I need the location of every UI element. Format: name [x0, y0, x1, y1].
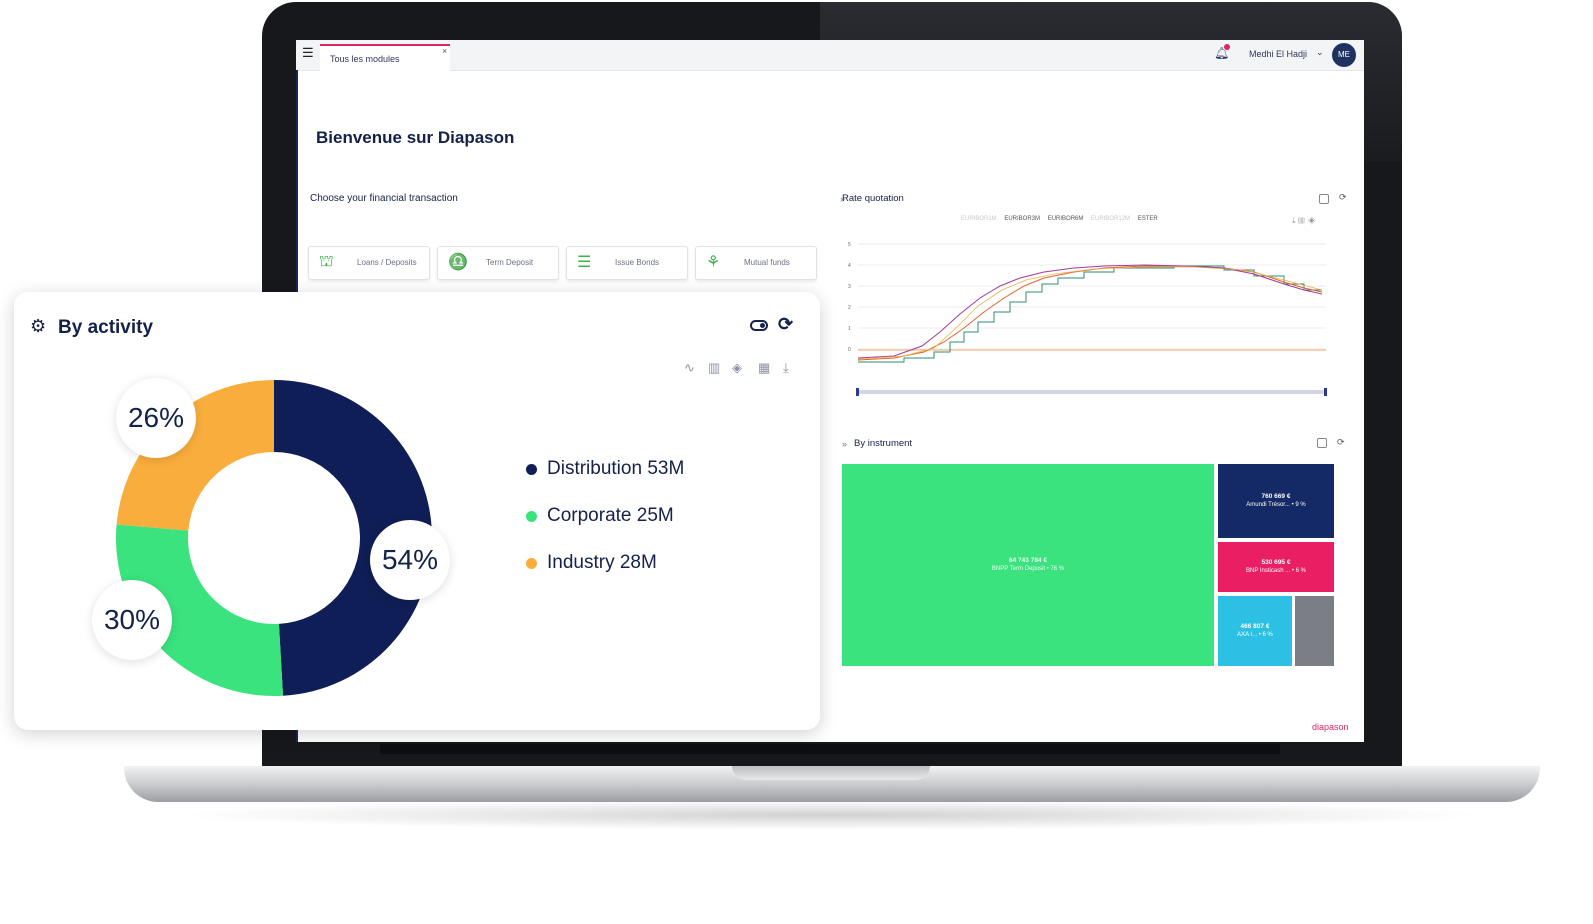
refresh-icon[interactable]: ⟳ — [1339, 192, 1347, 202]
grid-icon[interactable]: ▦ — [758, 360, 771, 375]
slice-label-distribution: 54% — [370, 520, 450, 600]
brand-logo: diapason — [1312, 722, 1349, 732]
user-name[interactable]: Medhi El Hadji — [1249, 49, 1308, 59]
tab-label: Tous les modules — [330, 54, 400, 64]
tile-label: BNPP Term Deposit • 76 % — [991, 566, 1065, 572]
toggle-icon[interactable] — [750, 320, 768, 331]
laptop-hinge — [380, 744, 1280, 754]
tile-label: AXA I... • 6 % — [1237, 632, 1273, 638]
rate-legend[interactable]: EURIBOR1M EURIBOR3M EURIBOR6M EURIBOR12M… — [961, 216, 1164, 222]
legend-ester[interactable]: ESTER — [1137, 216, 1158, 222]
laptop-notch — [732, 766, 930, 780]
tile-label: Amundi Trésor... • 9 % — [1246, 502, 1306, 508]
term-deposit-button[interactable]: ♎ Term Deposit — [437, 246, 559, 280]
refresh-icon[interactable]: ⟳ — [1337, 437, 1345, 447]
treemap-tile-axa[interactable]: 466 807 € AXA I... • 6 % — [1218, 596, 1292, 666]
download-icon[interactable]: ⤓ — [783, 360, 789, 375]
legend-dot — [526, 510, 537, 522]
notification-dot — [1224, 44, 1230, 50]
top-bar: ☰ Tous les modules × 🔔︎ Medhi El Hadji ⌄… — [296, 40, 1364, 72]
legend-item-industry[interactable]: Industry 28M — [526, 552, 657, 574]
legend-dot — [526, 557, 537, 569]
button-label: Mutual funds — [744, 258, 790, 267]
svg-text:0: 0 — [848, 347, 851, 353]
loans-deposits-button[interactable]: ⛫ Loans / Deposits — [308, 246, 430, 280]
chart-tools[interactable]: ⤓▥◈ — [1292, 216, 1319, 225]
svg-text:4: 4 — [848, 263, 851, 269]
tab-all-modules[interactable]: Tous les modules × — [320, 44, 450, 72]
piggy-bank-icon: ♎ — [448, 254, 468, 271]
avatar[interactable]: ME — [1332, 43, 1356, 67]
legend-euribor1m[interactable]: EURIBOR1M — [961, 216, 997, 222]
card-title: By activity — [58, 317, 154, 338]
chevron-right-icon[interactable]: » — [840, 194, 846, 204]
refresh-icon[interactable]: ⟳ — [778, 314, 794, 334]
tile-label: BNP Insticash ... • 6 % — [1245, 568, 1306, 574]
legend-item-corporate[interactable]: Corporate 25M — [526, 505, 674, 527]
slice-label-industry: 26% — [116, 378, 196, 458]
svg-text:5: 5 — [848, 242, 851, 248]
treemap-tile-bnp-insticash[interactable]: 530 695 € BNP Insticash ... • 6 % — [1218, 542, 1334, 592]
tile-amount: 64 743 784 € — [1009, 557, 1047, 564]
slice-industry[interactable] — [116, 380, 274, 531]
button-label: Term Deposit — [486, 258, 534, 267]
instrument-panel-title: By instrument — [854, 438, 913, 449]
svg-text:2: 2 — [848, 305, 851, 311]
maximize-icon[interactable] — [1319, 194, 1329, 204]
legend-euribor12m[interactable]: EURIBOR12M — [1091, 216, 1131, 222]
transaction-prompt: Choose your financial transaction — [310, 193, 458, 204]
gear-icon[interactable]: ⚙ — [30, 316, 47, 336]
bar-chart-icon[interactable]: ▥ — [708, 360, 721, 375]
treemap-tile-bnpp-term-deposit[interactable]: 64 743 784 € BNPP Term Deposit • 76 % — [842, 464, 1214, 666]
treemap-tile-amundi[interactable]: 760 669 € Amundi Trésor... • 9 % — [1218, 464, 1334, 538]
legend-euribor6m[interactable]: EURIBOR6M — [1047, 216, 1084, 222]
activity-donut-chart — [115, 380, 432, 696]
tile-amount: 530 695 € — [1261, 559, 1291, 566]
mutual-funds-button[interactable]: ⚘ Mutual funds — [695, 246, 817, 280]
rate-line-chart: 5 4 3 2 1 0 — [848, 242, 1327, 396]
slice-distribution[interactable] — [274, 380, 432, 696]
chart-toolbar: ∿ ▥ ◈ ▦ ⤓ — [684, 360, 802, 380]
button-label: Issue Bonds — [615, 258, 660, 267]
bonds-icon: ☰ — [577, 254, 592, 271]
by-activity-card: ⚙ By activity ⟳ ∿ ▥ ◈ ▦ ⤓ 26% 54% 30% Di… — [14, 292, 820, 730]
slice-corporate[interactable] — [115, 524, 284, 696]
chevron-down-icon[interactable]: ⌄ — [1316, 47, 1324, 57]
hamburger-menu-icon[interactable]: ☰ — [302, 45, 314, 60]
basket-icon: ⛫ — [319, 253, 334, 270]
button-label: Loans / Deposits — [357, 258, 417, 267]
tile-amount: 760 669 € — [1261, 493, 1291, 500]
maximize-icon[interactable] — [1317, 438, 1327, 448]
tab-close-icon[interactable]: × — [442, 46, 448, 56]
legend-label: Distribution 53M — [547, 458, 685, 479]
slice-label-corporate: 30% — [92, 580, 172, 660]
chart-trend-icon: ⚘ — [706, 254, 721, 271]
rate-panel-title: Rate quotation — [842, 193, 904, 204]
svg-text:3: 3 — [848, 284, 851, 290]
legend-label: Industry 28M — [547, 552, 657, 573]
legend-label: Corporate 25M — [547, 505, 674, 526]
chevron-right-icon[interactable]: » — [842, 439, 848, 449]
line-chart-icon[interactable]: ∿ — [684, 360, 695, 375]
legend-dot — [526, 463, 537, 475]
legend-item-distribution[interactable]: Distribution 53M — [526, 458, 684, 480]
treemap-tile-other[interactable] — [1295, 596, 1334, 666]
issue-bonds-button[interactable]: ☰ Issue Bonds — [566, 246, 688, 280]
page-title: Bienvenue sur Diapason — [316, 128, 515, 147]
svg-text:1: 1 — [848, 326, 851, 332]
stack-icon[interactable]: ◈ — [732, 360, 742, 375]
legend-euribor3m[interactable]: EURIBOR3M — [1004, 216, 1041, 222]
laptop-shadow — [170, 800, 1490, 830]
tile-amount: 466 807 € — [1240, 623, 1270, 630]
